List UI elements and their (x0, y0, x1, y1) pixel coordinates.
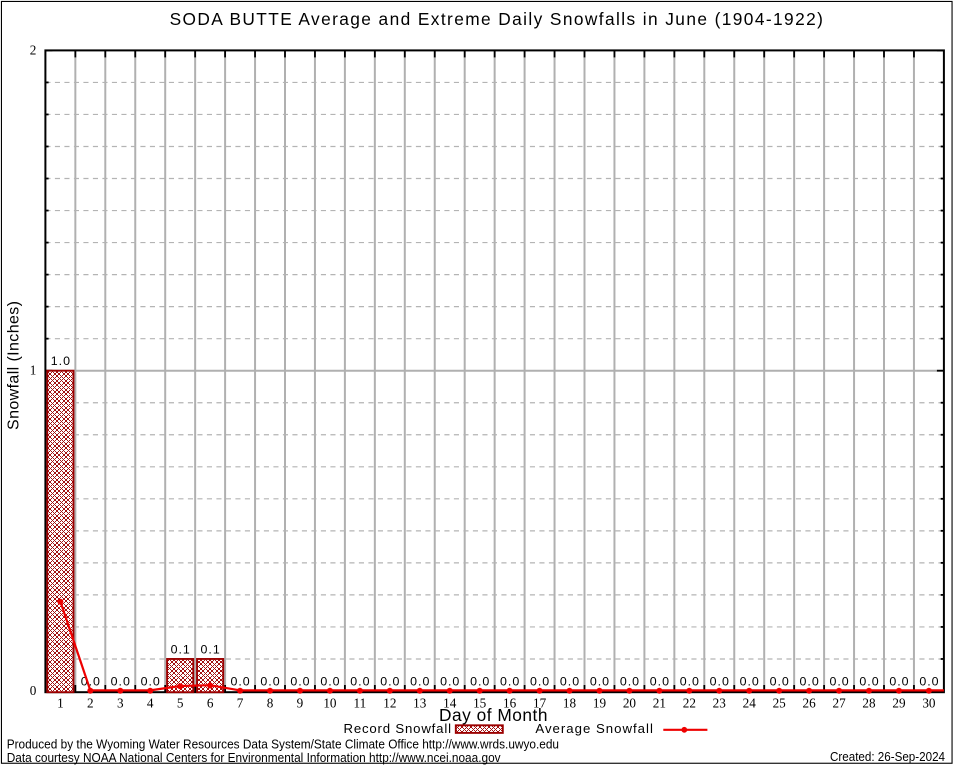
svg-text:22: 22 (683, 696, 696, 711)
svg-text:0.0: 0.0 (710, 674, 729, 688)
svg-text:0: 0 (30, 683, 37, 698)
svg-text:24: 24 (743, 696, 757, 711)
svg-text:0.0: 0.0 (859, 674, 878, 688)
svg-text:23: 23 (713, 696, 727, 711)
svg-text:4: 4 (147, 696, 154, 711)
svg-text:0.0: 0.0 (800, 674, 819, 688)
svg-text:0.0: 0.0 (590, 674, 609, 688)
svg-text:21: 21 (653, 696, 666, 711)
svg-text:0.0: 0.0 (560, 674, 579, 688)
svg-text:12: 12 (383, 696, 396, 711)
svg-text:0.0: 0.0 (829, 674, 848, 688)
svg-text:5: 5 (177, 696, 184, 711)
svg-text:1.0: 1.0 (51, 354, 70, 368)
svg-text:6: 6 (207, 696, 214, 711)
svg-text:2: 2 (87, 696, 94, 711)
svg-text:0.0: 0.0 (111, 674, 130, 688)
svg-text:0.0: 0.0 (889, 674, 908, 688)
svg-text:0.0: 0.0 (141, 674, 160, 688)
svg-text:Record Snowfall: Record Snowfall (344, 721, 452, 736)
svg-text:Snowfall (Inches): Snowfall (Inches) (6, 301, 23, 430)
svg-text:0.0: 0.0 (919, 674, 938, 688)
svg-text:2: 2 (30, 42, 37, 57)
svg-text:10: 10 (323, 696, 337, 711)
svg-text:Day of Month: Day of Month (439, 705, 548, 725)
svg-text:28: 28 (862, 696, 876, 711)
svg-text:0.0: 0.0 (530, 674, 549, 688)
svg-text:0.0: 0.0 (320, 674, 339, 688)
svg-text:0.0: 0.0 (680, 674, 699, 688)
svg-text:0.1: 0.1 (201, 642, 220, 656)
svg-text:Produced by the Wyoming Water: Produced by the Wyoming Water Resources … (7, 736, 559, 751)
svg-text:18: 18 (563, 696, 577, 711)
svg-text:0.0: 0.0 (620, 674, 639, 688)
svg-text:19: 19 (593, 696, 607, 711)
svg-text:7: 7 (237, 696, 244, 711)
svg-text:17: 17 (533, 696, 547, 711)
svg-text:0.0: 0.0 (230, 674, 249, 688)
svg-text:0.0: 0.0 (350, 674, 369, 688)
svg-text:0.0: 0.0 (440, 674, 459, 688)
svg-text:26: 26 (803, 696, 817, 711)
svg-text:0.0: 0.0 (260, 674, 279, 688)
svg-text:20: 20 (623, 696, 637, 711)
svg-text:0.0: 0.0 (650, 674, 669, 688)
svg-text:1: 1 (30, 363, 37, 378)
svg-text:29: 29 (892, 696, 906, 711)
svg-text:0.0: 0.0 (290, 674, 309, 688)
svg-text:1: 1 (57, 696, 64, 711)
svg-text:13: 13 (413, 696, 427, 711)
svg-text:16: 16 (503, 696, 517, 711)
svg-text:0.0: 0.0 (470, 674, 489, 688)
svg-text:0.0: 0.0 (81, 674, 100, 688)
svg-text:14: 14 (443, 696, 457, 711)
svg-text:27: 27 (832, 696, 846, 711)
svg-text:Average Snowfall: Average Snowfall (535, 721, 653, 736)
svg-text:25: 25 (773, 696, 787, 711)
svg-text:8: 8 (267, 696, 274, 711)
svg-text:0.0: 0.0 (380, 674, 399, 688)
svg-text:0.0: 0.0 (770, 674, 789, 688)
svg-text:15: 15 (473, 696, 487, 711)
svg-text:30: 30 (922, 696, 936, 711)
svg-text:0.1: 0.1 (171, 642, 190, 656)
svg-text:Created: 26-Sep-2024: Created: 26-Sep-2024 (830, 749, 945, 764)
svg-text:11: 11 (354, 696, 367, 711)
svg-text:0.0: 0.0 (410, 674, 429, 688)
svg-text:9: 9 (297, 696, 304, 711)
svg-text:0.0: 0.0 (500, 674, 519, 688)
svg-text:0.0: 0.0 (740, 674, 759, 688)
svg-text:Data courtesy NOAA National Ce: Data courtesy NOAA National Centers for … (7, 750, 501, 765)
svg-text:SODA BUTTE Average and Extreme: SODA BUTTE Average and Extreme Daily Sno… (170, 9, 823, 29)
svg-text:3: 3 (117, 696, 124, 711)
